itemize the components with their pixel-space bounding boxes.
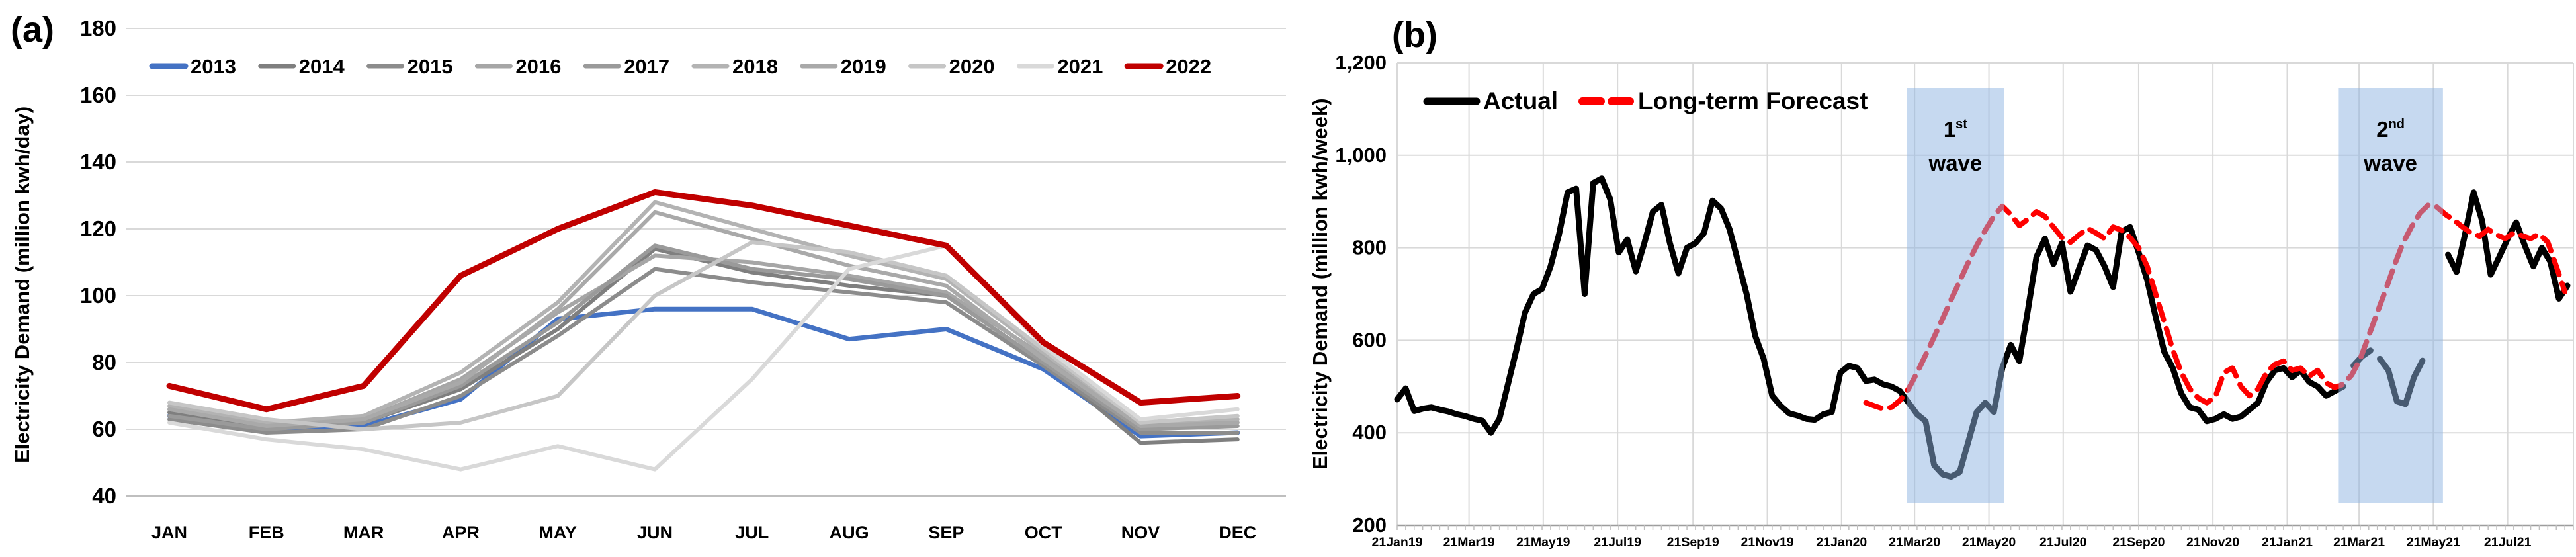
legend-label-2018: 2018 <box>732 55 778 78</box>
y-tick-label: 1,000 <box>1335 144 1387 167</box>
legend-label-2016: 2016 <box>515 55 561 78</box>
x-tick-label: 21Nov19 <box>1740 535 1793 550</box>
x-tick-label: 21Jan20 <box>1816 535 1867 550</box>
series-line-2020 <box>167 240 1240 431</box>
wave-band <box>2338 88 2443 503</box>
panel-b-title: (b) <box>1392 15 1438 55</box>
y-tick-label: 600 <box>1352 328 1387 351</box>
x-tick-label: 21Nov20 <box>2186 535 2239 550</box>
x-tick-label: 21May21 <box>2407 535 2460 550</box>
series-line-2015 <box>167 267 1240 435</box>
x-tick-label: 21Jan21 <box>2262 535 2313 550</box>
x-tick-label: APR <box>442 523 480 542</box>
legend-label-2014: 2014 <box>299 55 345 78</box>
wave-label-line2: wave <box>2363 151 2417 175</box>
series-forecast <box>1863 202 2568 411</box>
series-line-2017 <box>167 243 1240 431</box>
x-tick-label: SEP <box>928 523 964 542</box>
wave-label-line1: 1st <box>1944 117 1967 142</box>
panel-a-title: (a) <box>11 10 54 50</box>
series-line-segment <box>1863 202 2568 411</box>
x-tick-label: NOV <box>1121 523 1160 542</box>
x-tick-label: 21Mar20 <box>1889 535 1940 550</box>
x-tick-label: JAN <box>151 523 187 542</box>
y-tick-label: 800 <box>1352 236 1387 259</box>
y-tick-label: 120 <box>80 216 116 241</box>
wave-label-line1: 2nd <box>2376 117 2405 142</box>
legend-label-2017: 2017 <box>624 55 669 78</box>
x-tick-label: 21Jul19 <box>1594 535 1641 550</box>
legend-label-forecast: Long-term Forecast <box>1638 87 1868 114</box>
y-tick-label: 140 <box>80 150 116 174</box>
panel-a: 40 60 80 100 120 140 160 180 JAN FEB MAR APR MAY JUN J… <box>80 16 1286 542</box>
x-tick-label: AUG <box>830 523 869 542</box>
x-tick-label: 21Sep19 <box>1667 535 1719 550</box>
x-tick-label: 21May19 <box>1516 535 1570 550</box>
x-tick-label: 21Jul20 <box>2039 535 2087 550</box>
legend-label-2021: 2021 <box>1057 55 1103 78</box>
legend-label-actual: Actual <box>1483 87 1558 114</box>
series-line-2016 <box>167 253 1240 428</box>
x-tick-label: MAY <box>538 523 577 542</box>
legend-label-2020: 2020 <box>949 55 995 78</box>
x-tick-label: OCT <box>1025 523 1063 542</box>
panel-b: 200 400 600 800 1,000 1,200 21Jan19 21Mar19 21Ma… <box>1335 51 2574 550</box>
series-line-segment <box>1394 175 2346 480</box>
x-tick-label: 21Jan19 <box>1372 535 1423 550</box>
y-tick-label: 400 <box>1352 421 1387 444</box>
y-tick-label: 180 <box>80 16 116 40</box>
series-line-2019 <box>167 210 1240 428</box>
y-tick-label: 60 <box>92 417 116 441</box>
legend-label-2019: 2019 <box>841 55 886 78</box>
x-tick-label: 21May20 <box>1962 535 2016 550</box>
wave-label-line2: wave <box>1928 151 1983 175</box>
series-line-2018 <box>167 200 1240 425</box>
legend-label-2015: 2015 <box>408 55 453 78</box>
series-line-2021 <box>167 243 1240 472</box>
wave-band <box>1907 88 2004 503</box>
x-tick-label: FEB <box>249 523 284 542</box>
series-line-2022 <box>166 189 1241 413</box>
y-tick-label: 1,200 <box>1335 51 1387 74</box>
panel-b-legend: Actual Long-term Forecast <box>1423 87 1868 114</box>
x-tick-label: 21Mar21 <box>2333 535 2385 550</box>
series-line-2014 <box>167 247 1240 445</box>
x-tick-label: MAR <box>343 523 384 542</box>
x-tick-label: JUL <box>735 523 769 542</box>
legend-label-2013: 2013 <box>191 55 236 78</box>
x-tick-label: JUN <box>637 523 673 542</box>
y-tick-label: 160 <box>80 83 116 107</box>
y-tick-label: 200 <box>1352 513 1387 536</box>
panel-a-legend: 2013 2014 2015 2016 2017 2018 2019 2020 2021 2022 <box>149 55 1211 78</box>
y-tick-label: 40 <box>92 484 116 508</box>
x-tick-label: 21Mar19 <box>1443 535 1495 550</box>
x-tick-label: DEC <box>1219 523 1256 542</box>
y-tick-label: 80 <box>92 350 116 374</box>
x-tick-label: 21Jul21 <box>2484 535 2532 550</box>
y-tick-label: 100 <box>80 283 116 308</box>
x-tick-label: 21Sep20 <box>2112 535 2165 550</box>
legend-label-2022: 2022 <box>1166 55 1211 78</box>
